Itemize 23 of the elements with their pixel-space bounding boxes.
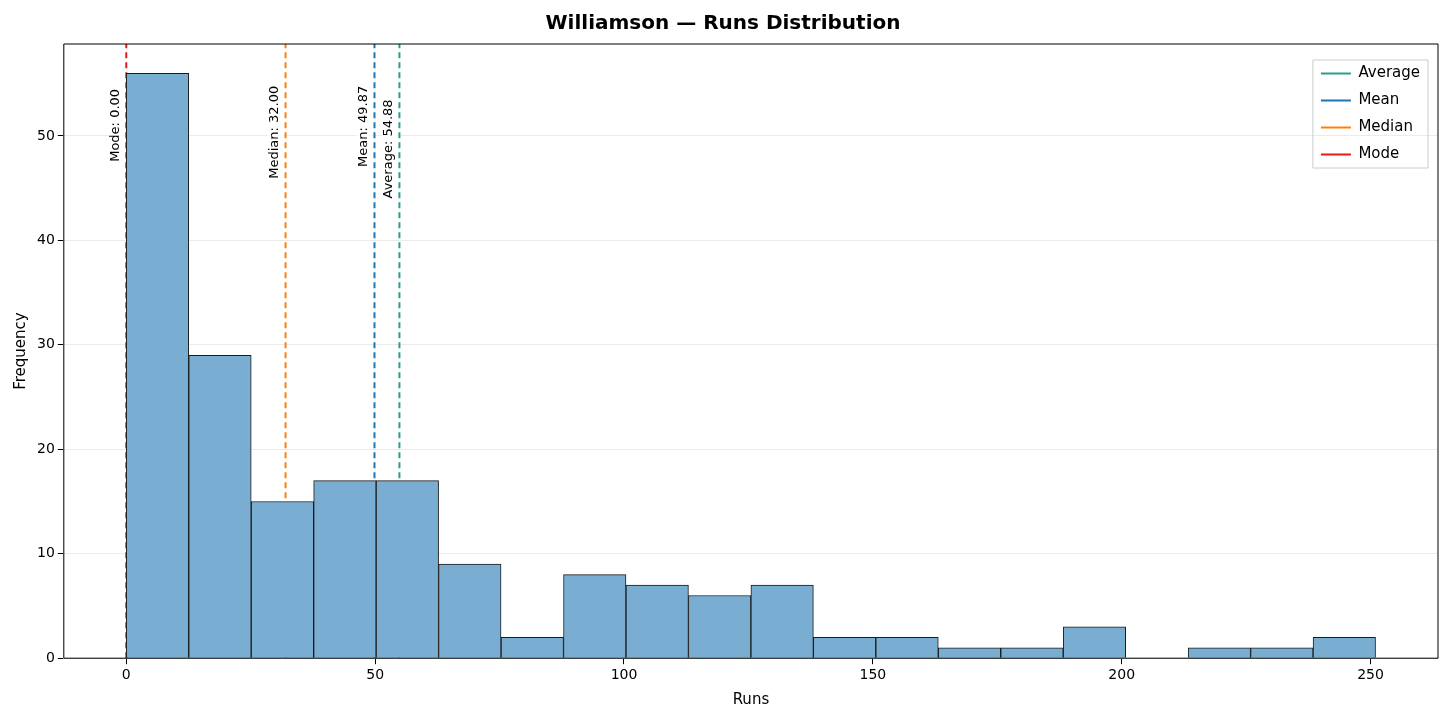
annotation: Average: 54.88	[380, 99, 396, 199]
y-tick-label: 50	[36, 126, 55, 143]
y-tick-label: 10	[36, 544, 55, 561]
legend-label: Mean	[1358, 90, 1400, 109]
annotation: Median: 32.00	[266, 85, 282, 179]
y-tick-label: 40	[36, 231, 55, 248]
x-tick-label: 200	[1108, 666, 1136, 683]
y-axis-title: Frequency	[10, 312, 29, 390]
legend-label: Average	[1358, 63, 1421, 82]
chart-title: Williamson — Runs Distribution	[545, 10, 901, 35]
y-tick-label: 30	[36, 335, 55, 352]
legend-label: Median	[1358, 117, 1413, 136]
x-tick-label: 100	[610, 666, 638, 683]
legend-label: Mode	[1358, 144, 1400, 163]
x-tick-label: 150	[859, 666, 887, 683]
y-tick-label: 0	[45, 648, 55, 665]
x-tick-label: 250	[1357, 666, 1384, 683]
x-axis-title: Runs	[732, 689, 770, 708]
y-tick-label: 20	[36, 439, 55, 456]
x-tick-label: 50	[366, 666, 385, 683]
annotation: Mode: 0.00	[107, 88, 123, 162]
annotation: Mean: 49.87	[355, 85, 371, 167]
x-tick-label: 0	[121, 666, 131, 683]
